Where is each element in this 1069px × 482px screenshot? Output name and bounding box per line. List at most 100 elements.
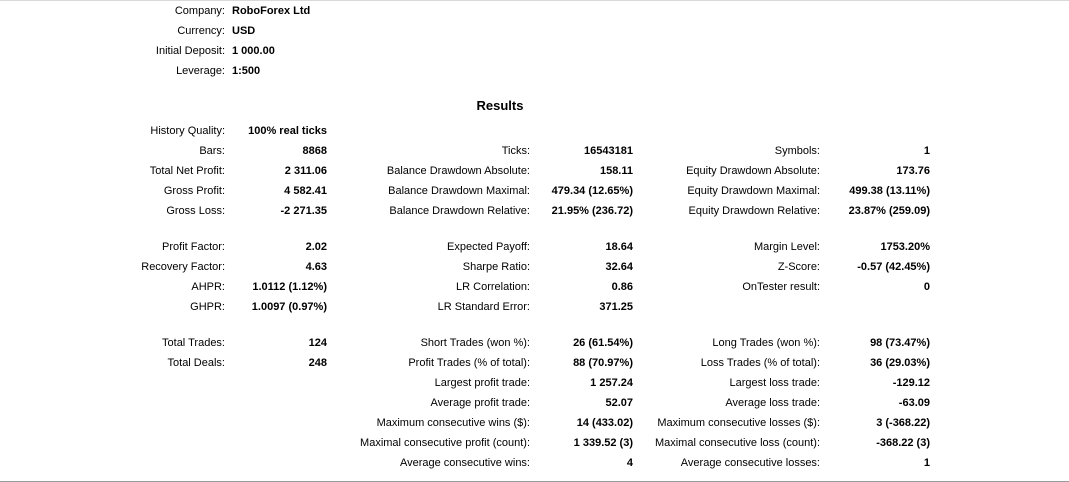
stat-label: Average consecutive wins:: [399, 457, 530, 469]
stat-label: Average loss trade:: [725, 397, 820, 409]
stat-value: 4: [626, 457, 633, 469]
company-value: RoboForex Ltd: [232, 5, 311, 17]
stat-value: 1.0097 (0.97%): [251, 301, 327, 313]
stat-label: Short Trades (won %):: [420, 337, 530, 349]
stat-label: Total Deals:: [167, 357, 225, 369]
stat-label: Sharpe Ratio:: [462, 261, 530, 273]
stat-value: 26 (61.54%): [573, 337, 633, 349]
stat-label: Recovery Factor:: [141, 261, 225, 273]
stat-label: LR Standard Error:: [437, 301, 530, 313]
stat-value: 32.64: [605, 261, 633, 273]
stat-value: -368.22 (3): [876, 437, 930, 449]
stat-value: 2.02: [305, 241, 327, 253]
stat-value: 88 (70.97%): [573, 357, 633, 369]
stat-value: 4 582.41: [284, 185, 327, 197]
stat-label: Balance Drawdown Maximal:: [388, 185, 530, 197]
stat-label: Gross Profit:: [163, 185, 225, 197]
info-row-currency: Currency: USD: [0, 21, 1069, 41]
stat-label: Maximum consecutive losses ($):: [657, 417, 820, 429]
stat-label: AHPR:: [191, 281, 225, 293]
stat-label: History Quality:: [150, 125, 225, 137]
stat-value: -129.12: [892, 377, 930, 389]
stat-value: 479.34 (12.65%): [551, 185, 633, 197]
stat-row: Bars: 8868 Ticks: 16543181 Symbols: 1: [0, 141, 1069, 161]
stat-value: 1.0112 (1.12%): [252, 281, 327, 293]
company-label: Company:: [174, 5, 225, 17]
stat-value: 52.07: [605, 397, 633, 409]
info-row-initial-deposit: Initial Deposit: 1 000.00: [0, 41, 1069, 61]
stat-value: 18.64: [605, 241, 633, 253]
stat-value: 499.38 (13.11%): [849, 185, 930, 197]
stat-value: 100% real ticks: [248, 125, 327, 137]
stat-label: OnTester result:: [742, 281, 820, 293]
stat-value: 98 (73.47%): [870, 337, 930, 349]
stat-value: -2 271.35: [280, 205, 327, 217]
stat-label: Equity Drawdown Relative:: [688, 205, 820, 217]
stat-value: 371.25: [599, 301, 633, 313]
stat-value: 248: [308, 357, 327, 369]
leverage-label: Leverage:: [176, 65, 225, 77]
stat-label: Total Net Profit:: [149, 165, 225, 177]
stat-value: 36 (29.03%): [870, 357, 930, 369]
stat-value: 21.95% (236.72): [551, 205, 633, 217]
stat-row: Total Trades: 124 Short Trades (won %): …: [0, 333, 1069, 353]
initial-deposit-value: 1 000.00: [232, 45, 275, 57]
stat-value: 1: [923, 457, 930, 469]
stat-label: Profit Trades (% of total):: [408, 357, 530, 369]
leverage-value: 1:500: [232, 65, 261, 77]
stat-label: Loss Trades (% of total):: [700, 357, 820, 369]
stat-row: Total Net Profit: 2 311.06 Balance Drawd…: [0, 161, 1069, 181]
stat-label: Expected Payoff:: [447, 241, 530, 253]
stat-label: Ticks:: [501, 145, 530, 157]
stat-value: 0.86: [611, 281, 633, 293]
stat-label: Margin Level:: [753, 241, 820, 253]
stat-value: 158.11: [599, 165, 633, 177]
stat-value: 23.87% (259.09): [848, 205, 930, 217]
stat-row: Average profit trade: 52.07 Average loss…: [0, 393, 1069, 413]
stat-value: 1753.20%: [880, 241, 930, 253]
stat-row: Gross Profit: 4 582.41 Balance Drawdown …: [0, 181, 1069, 201]
stat-row: Average consecutive wins: 4 Average cons…: [0, 453, 1069, 473]
stat-value: 0: [923, 281, 930, 293]
stat-value: 124: [308, 337, 327, 349]
stat-label: LR Correlation:: [456, 281, 530, 293]
stat-value: 1 339.52 (3): [573, 437, 633, 449]
stat-value: -0.57 (42.45%): [857, 261, 930, 273]
stat-label: Maximal consecutive loss (count):: [654, 437, 820, 449]
stat-row: Recovery Factor: 4.63 Sharpe Ratio: 32.6…: [0, 257, 1069, 277]
results-section-title: Results: [476, 98, 524, 113]
stat-value: 8868: [302, 145, 327, 157]
initial-deposit-label: Initial Deposit:: [155, 45, 225, 57]
stat-label: Bars:: [199, 145, 225, 157]
header-info: Company: RoboForex Ltd Currency: USD Ini…: [0, 1, 1069, 81]
stat-value: 3 (-368.22): [876, 417, 930, 429]
stat-block: Total Trades: 124 Short Trades (won %): …: [0, 333, 1069, 473]
stat-row: History Quality: 100% real ticks: [0, 121, 1069, 141]
stat-label: GHPR:: [190, 301, 225, 313]
stat-label: Average profit trade:: [430, 397, 530, 409]
stat-value: 1: [923, 145, 930, 157]
currency-value: USD: [232, 25, 256, 37]
stat-label: Largest profit trade:: [434, 377, 530, 389]
stat-row: Largest profit trade: 1 257.24 Largest l…: [0, 373, 1069, 393]
stat-label: Maximal consecutive profit (count):: [360, 437, 530, 449]
stats-table: History Quality: 100% real ticks Bars: 8…: [0, 121, 1069, 473]
stat-block: Profit Factor: 2.02 Expected Payoff: 18.…: [0, 237, 1069, 317]
stat-row: Total Deals: 248 Profit Trades (% of tot…: [0, 353, 1069, 373]
stat-row: Profit Factor: 2.02 Expected Payoff: 18.…: [0, 237, 1069, 257]
stat-label: Equity Drawdown Absolute:: [686, 165, 820, 177]
stat-row: Maximum consecutive wins ($): 14 (433.02…: [0, 413, 1069, 433]
stat-label: Z-Score:: [777, 261, 820, 273]
stat-value: 16543181: [584, 145, 633, 157]
stat-value: 4.63: [305, 261, 327, 273]
stat-label: Balance Drawdown Relative:: [389, 205, 530, 217]
stat-row: AHPR: 1.0112 (1.12%) LR Correlation: 0.8…: [0, 277, 1069, 297]
stat-row: GHPR: 1.0097 (0.97%) LR Standard Error: …: [0, 297, 1069, 317]
stat-value: 1 257.24: [590, 377, 633, 389]
currency-label: Currency:: [177, 25, 225, 37]
stat-value: 14 (433.02): [576, 417, 633, 429]
stat-value: 2 311.06: [284, 165, 327, 177]
info-row-company: Company: RoboForex Ltd: [0, 1, 1069, 21]
stat-label: Maximum consecutive wins ($):: [376, 417, 530, 429]
